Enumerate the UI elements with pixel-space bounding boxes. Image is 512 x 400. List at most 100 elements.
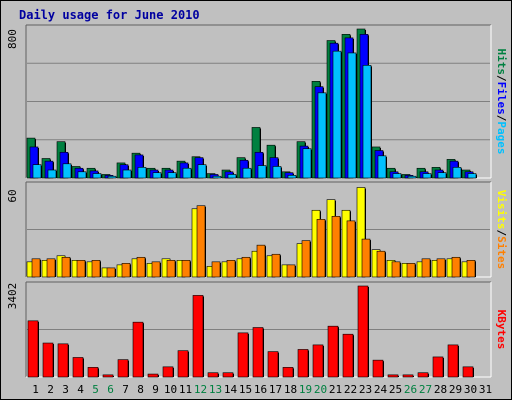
pages-bar xyxy=(167,172,177,179)
x-tick-label: 8 xyxy=(137,383,144,396)
x-tick-label: 28 xyxy=(434,383,447,396)
sites-bar xyxy=(76,260,86,278)
x-tick-label: 14 xyxy=(224,383,238,396)
x-tick-label: 22 xyxy=(344,383,357,396)
kbytes-bar xyxy=(207,372,219,378)
x-tick-label: 23 xyxy=(359,383,372,396)
sites-bar xyxy=(241,256,251,278)
sites-bar xyxy=(91,260,101,278)
pages-bar xyxy=(137,167,147,179)
hits-panel-legend-item: Pages xyxy=(495,121,508,154)
sites-bar xyxy=(181,260,191,278)
sites-bar xyxy=(286,264,296,278)
x-tick-label: 31 xyxy=(479,383,492,396)
sites-bar xyxy=(166,260,176,278)
sites-bar xyxy=(211,261,221,278)
kbytes-bar xyxy=(312,344,324,378)
sites-bar xyxy=(421,258,431,278)
kbytes-bar xyxy=(327,325,339,378)
pages-bar xyxy=(257,165,267,179)
sites-bar xyxy=(46,258,56,278)
pages-bar xyxy=(317,92,327,179)
pages-bar xyxy=(212,175,222,179)
sites-bar xyxy=(106,267,116,278)
sites-bar xyxy=(151,261,161,278)
visits-panel-legend-item: Sites xyxy=(495,236,508,269)
kbytes-bar xyxy=(237,332,249,378)
x-tick-label: 7 xyxy=(122,383,129,396)
pages-bar xyxy=(452,167,462,179)
kbytes-bar xyxy=(447,344,459,378)
kbytes-bar xyxy=(267,351,279,378)
visits-panel-legend: Visits/Sites xyxy=(495,190,508,270)
kbytes-panel-legend: KBytes xyxy=(495,310,508,350)
pages-bar xyxy=(377,155,387,179)
x-tick-label: 26 xyxy=(404,383,417,396)
sites-bar xyxy=(301,240,311,278)
sites-bar xyxy=(451,256,461,278)
pages-bar xyxy=(77,171,87,179)
x-tick-label: 2 xyxy=(47,383,54,396)
kbytes-bar xyxy=(372,359,384,378)
kbytes-bar xyxy=(72,357,84,378)
hits-panel-legend-item: / xyxy=(495,75,508,82)
pages-bar xyxy=(182,167,192,179)
visits-panel-legend-item: Visits xyxy=(495,190,508,230)
kbytes-bar xyxy=(177,350,189,378)
sites-bar xyxy=(136,256,146,278)
sites-bar xyxy=(376,250,386,278)
kbytes-bar xyxy=(102,374,114,378)
pages-bar xyxy=(107,175,117,179)
chart-title: Daily usage for June 2010 xyxy=(19,8,200,22)
visits-bar xyxy=(356,187,366,278)
pages-bar xyxy=(287,175,297,179)
kbytes-bar xyxy=(462,366,474,378)
kbytes-bar xyxy=(87,367,99,378)
sites-bar xyxy=(61,256,71,278)
sites-bar xyxy=(391,261,401,278)
sites-bar xyxy=(436,258,446,278)
sites-bar xyxy=(361,238,371,278)
hits-panel-ymax-label: 800 xyxy=(6,29,19,49)
kbytes-bar xyxy=(387,374,399,378)
kbytes-bar xyxy=(42,342,54,378)
pages-bar xyxy=(302,148,312,179)
sites-bar xyxy=(31,258,41,278)
kbytes-bar xyxy=(357,285,369,378)
x-tick-label: 13 xyxy=(209,383,222,396)
pages-bar xyxy=(437,172,447,179)
sites-bar xyxy=(196,205,206,278)
sites-bar xyxy=(256,244,266,278)
pages-bar xyxy=(197,164,207,179)
kbytes-bar xyxy=(192,295,204,378)
hits-panel-legend-item: / xyxy=(495,115,508,122)
x-tick-label: 27 xyxy=(419,383,432,396)
kbytes-bar xyxy=(297,349,309,378)
pages-bar xyxy=(407,175,417,179)
kbytes-bar xyxy=(417,372,429,378)
x-tick-label: 9 xyxy=(152,383,159,396)
x-tick-label: 12 xyxy=(194,383,207,396)
x-tick-label: 24 xyxy=(374,383,388,396)
kbytes-bar xyxy=(342,333,354,378)
x-tick-label: 4 xyxy=(77,383,84,396)
x-tick-label: 11 xyxy=(179,383,192,396)
kbytes-panel-legend-item: KBytes xyxy=(495,310,508,350)
pages-bar xyxy=(242,167,252,179)
hits-panel-legend-item: Files xyxy=(495,82,508,115)
kbytes-bar xyxy=(432,356,444,378)
x-tick-label: 29 xyxy=(449,383,462,396)
pages-bar xyxy=(47,169,57,179)
sites-bar xyxy=(406,263,416,278)
kbytes-bar xyxy=(162,366,174,378)
x-tick-label: 25 xyxy=(389,383,402,396)
sites-bar xyxy=(466,260,476,278)
visits-panel-legend-item: / xyxy=(495,230,508,237)
x-tick-label: 18 xyxy=(284,383,297,396)
hits-panel-legend-item: Hits xyxy=(495,49,508,76)
x-tick-label: 6 xyxy=(107,383,114,396)
pages-bar xyxy=(62,163,72,179)
pages-bar xyxy=(362,65,372,179)
